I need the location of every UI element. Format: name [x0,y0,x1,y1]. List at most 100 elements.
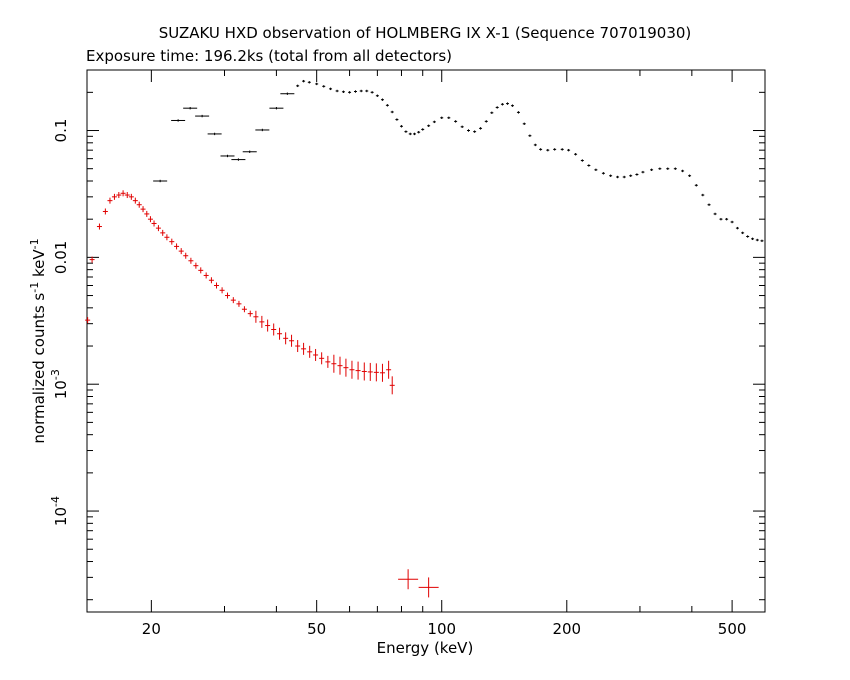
data-point-black [255,128,270,132]
data-point-red [85,317,91,324]
data-point-red [178,248,184,255]
data-point-black [622,175,626,179]
data-point-black [495,106,499,109]
data-point-black [353,90,357,93]
data-point-black [399,125,403,128]
data-point-red [241,306,247,313]
data-point-red [120,190,126,197]
data-point-red [160,229,166,236]
data-point-red [203,272,209,279]
data-point-black [467,129,471,132]
data-point-black [539,148,543,151]
data-point-red [379,363,385,382]
data-point-red [147,216,153,223]
data-point-red [337,356,343,375]
data-point-black [601,172,605,175]
data-point-red [219,287,225,294]
chart-title: SUZAKU HXD observation of HOLMBERG IX X-… [159,24,692,42]
data-point-black [413,132,417,136]
data-point-black [666,167,670,170]
data-point-red [164,234,170,241]
data-point-black [746,235,750,238]
data-point-black [432,120,436,124]
x-tick-label: 20 [142,620,161,638]
data-point-black [348,91,352,94]
data-point-black [183,106,198,110]
data-point-black [574,153,578,156]
data-point-black [195,114,210,118]
data-point-black [725,217,729,221]
data-point-black [587,164,591,167]
y-tick-label: 0.1 [52,119,70,143]
data-point-black [447,116,451,119]
data-point-red [224,292,230,299]
data-point-red [151,220,157,227]
data-point-black [553,148,557,151]
data-point-red [367,362,373,381]
data-point-black [417,130,421,134]
data-point-black [681,169,685,173]
data-point-red [259,315,265,328]
data-point-black [302,79,306,83]
data-point-black [635,173,639,176]
chart-subtitle: Exposure time: 196.2ks (total from all d… [86,47,452,65]
y-tick-label: 0.01 [52,241,70,274]
data-point-black [741,231,745,235]
data-point-black [701,193,705,197]
x-tick-label: 50 [307,620,326,638]
data-point-black [546,148,550,152]
data-point-red [193,262,199,269]
data-point-black [171,119,186,122]
data-point-black [479,127,483,130]
data-point-red [361,362,367,381]
data-point-black [390,110,394,114]
axis-ticks [87,70,766,612]
x-tick-label: 200 [552,620,581,638]
data-point-black [533,143,537,147]
data-point-black [528,134,532,137]
data-point-red [102,208,108,215]
data-point-red [140,206,146,213]
data-point-red [271,323,277,336]
data-point-black [408,132,412,136]
data-point-red [295,340,301,353]
data-point-black [650,168,654,172]
data-point-black [707,203,711,206]
data-point-red [247,310,253,317]
data-point-black [322,85,326,88]
data-point-black [440,116,444,119]
data-point-red [198,267,204,274]
data-point-black [404,130,408,133]
data-point-red [283,332,289,345]
data-point-red [398,569,419,590]
y-tick-label: 10-3 [49,369,70,399]
y-axis-label: normalized counts s-1​ keV-1​ [28,238,48,443]
data-point-black [454,120,458,123]
data-point-black [231,158,246,161]
data-point-red [155,225,161,232]
data-point-red [236,300,242,307]
data-point-black [484,120,488,123]
data-point-red [208,277,214,284]
data-point-black [751,237,755,241]
data-point-black [760,239,764,243]
data-point-black [153,179,168,183]
data-point-black [490,111,494,114]
data-point-red [386,360,392,379]
data-point-black [688,174,692,177]
plot-frame [86,69,766,613]
data-point-black [616,175,620,179]
data-point-red [343,358,349,377]
data-point-black [522,122,526,125]
data-point-red [289,334,295,347]
data-point-red [169,238,175,245]
data-point-red [319,352,325,365]
data-point-black [370,91,374,94]
data-point-black [755,238,759,242]
data-point-red [265,319,271,332]
data-point-black [673,167,677,170]
data-point-black [280,92,295,95]
data-point-black [375,94,379,97]
data-point-red [128,193,134,200]
data-point-black [500,103,504,106]
